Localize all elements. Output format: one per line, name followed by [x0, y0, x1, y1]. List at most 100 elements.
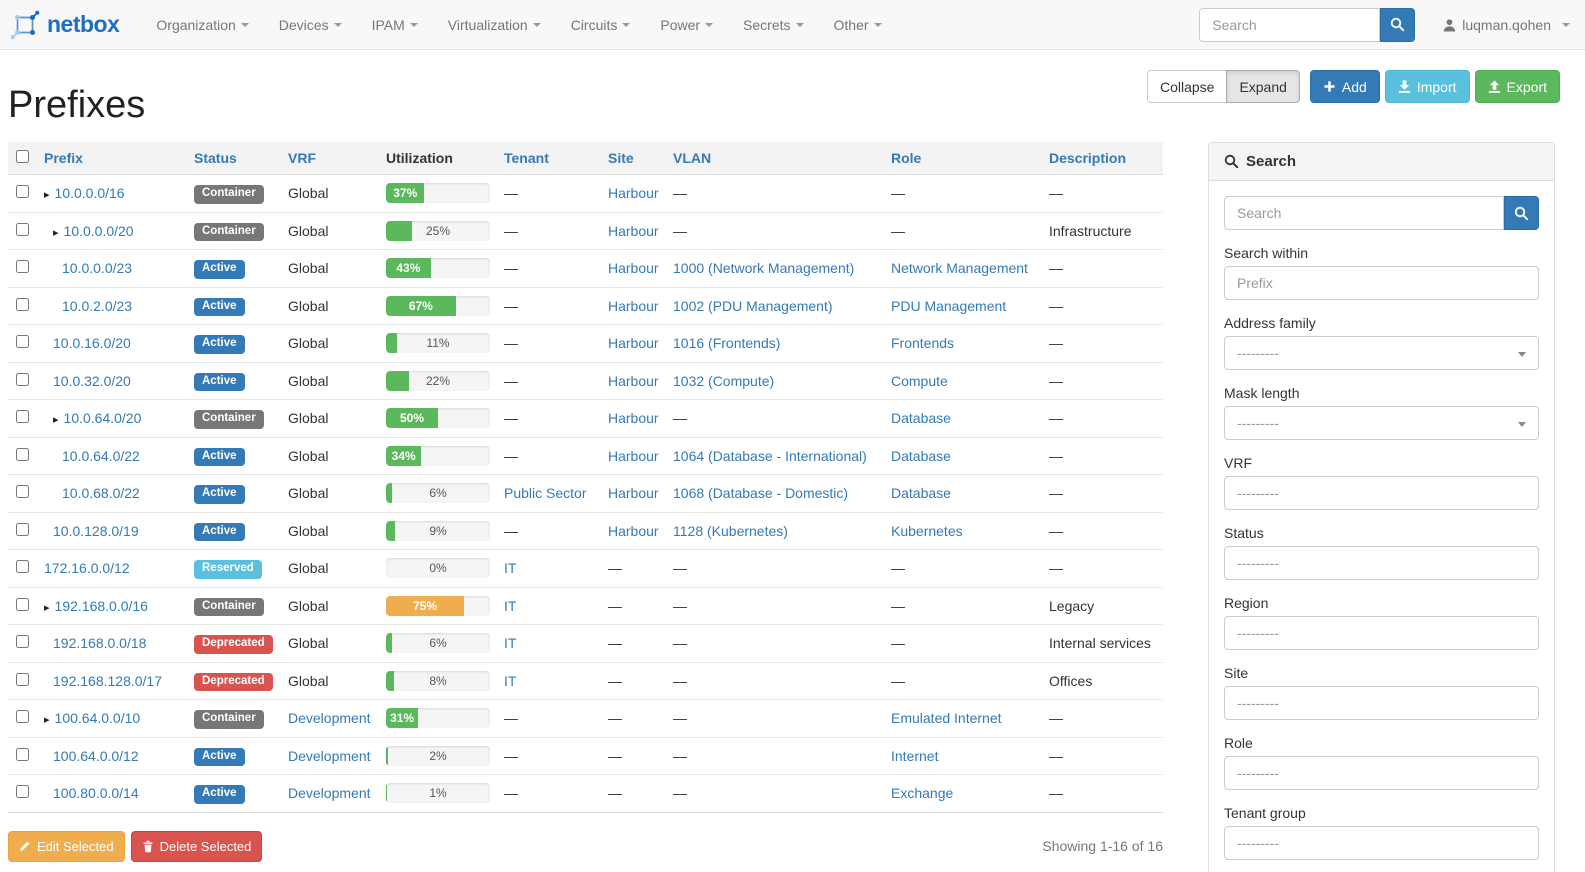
row-checkbox[interactable]	[16, 710, 29, 724]
row-checkbox[interactable]	[16, 560, 29, 574]
site-link[interactable]: Harbour	[608, 222, 659, 239]
role-link[interactable]: Exchange	[891, 785, 954, 802]
nav-item-other[interactable]: Other	[819, 0, 897, 50]
column-sort-link[interactable]: Prefix	[44, 150, 83, 166]
prefix-link[interactable]: 192.168.0.0/18	[53, 635, 147, 652]
site-link[interactable]: Harbour	[608, 260, 659, 277]
row-checkbox[interactable]	[16, 485, 29, 499]
row-checkbox[interactable]	[16, 672, 29, 686]
vrf-link[interactable]: Development	[288, 710, 371, 727]
import-button[interactable]: Import	[1384, 70, 1470, 103]
row-checkbox[interactable]	[16, 597, 29, 611]
column-sort-link[interactable]: VLAN	[673, 150, 712, 166]
column-header-vlan[interactable]: VLAN	[665, 142, 883, 175]
row-checkbox[interactable]	[16, 785, 29, 799]
filter-select-tenant-group[interactable]: ---------	[1224, 826, 1539, 860]
prefix-link[interactable]: 10.0.128.0/19	[53, 522, 139, 539]
prefix-link[interactable]: 10.0.0.0/20	[63, 222, 134, 239]
filter-input-search-within[interactable]	[1224, 266, 1539, 300]
export-button[interactable]: Export	[1474, 70, 1560, 103]
vrf-link[interactable]: Development	[288, 747, 371, 764]
prefix-link[interactable]: 192.168.128.0/17	[53, 672, 162, 689]
nav-item-power[interactable]: Power	[645, 0, 728, 50]
role-link[interactable]: Network Management	[891, 260, 1028, 277]
tenant-link[interactable]: IT	[504, 635, 517, 652]
row-checkbox[interactable]	[16, 635, 29, 649]
site-link[interactable]: Harbour	[608, 410, 659, 427]
nav-item-secrets[interactable]: Secrets	[728, 0, 818, 50]
tenant-link[interactable]: IT	[504, 672, 517, 689]
column-header-description[interactable]: Description	[1041, 142, 1163, 175]
nav-item-virtualization[interactable]: Virtualization	[433, 0, 556, 50]
vlan-link[interactable]: 1068 (Database - Domestic)	[673, 485, 849, 502]
role-link[interactable]: Frontends	[891, 335, 955, 352]
filter-select-role[interactable]: ---------	[1224, 756, 1539, 790]
vlan-link[interactable]: 1032 (Compute)	[673, 372, 775, 389]
tenant-link[interactable]: IT	[504, 560, 517, 577]
prefix-link[interactable]: 100.64.0.0/12	[53, 747, 139, 764]
column-header-role[interactable]: Role	[883, 142, 1041, 175]
role-link[interactable]: Emulated Internet	[891, 710, 1002, 727]
tenant-link[interactable]: Public Sector	[504, 485, 587, 502]
column-header-tenant[interactable]: Tenant	[496, 142, 600, 175]
row-checkbox[interactable]	[16, 522, 29, 536]
site-link[interactable]: Harbour	[608, 522, 659, 539]
vlan-link[interactable]: 1128 (Kubernetes)	[673, 522, 788, 539]
row-checkbox[interactable]	[16, 260, 29, 274]
column-sort-link[interactable]: VRF	[288, 150, 316, 166]
vlan-link[interactable]: 1002 (PDU Management)	[673, 297, 833, 314]
row-checkbox[interactable]	[16, 747, 29, 761]
column-header-status[interactable]: Status	[186, 142, 280, 175]
row-checkbox[interactable]	[16, 335, 29, 349]
global-search-input[interactable]	[1199, 7, 1381, 42]
role-link[interactable]: Database	[891, 485, 951, 502]
tenant-link[interactable]: IT	[504, 597, 517, 614]
row-checkbox[interactable]	[16, 447, 29, 461]
vlan-link[interactable]: 1064 (Database - International)	[673, 447, 867, 464]
site-link[interactable]: Harbour	[608, 185, 659, 202]
prefix-link[interactable]: 10.0.16.0/20	[53, 335, 131, 352]
nav-item-organization[interactable]: Organization	[141, 0, 263, 50]
row-checkbox[interactable]	[16, 410, 29, 424]
site-link[interactable]: Harbour	[608, 335, 659, 352]
row-checkbox[interactable]	[16, 297, 29, 311]
site-link[interactable]: Harbour	[608, 447, 659, 464]
column-header-prefix[interactable]: Prefix	[36, 142, 186, 175]
vlan-link[interactable]: 1000 (Network Management)	[673, 260, 855, 277]
row-checkbox[interactable]	[16, 185, 29, 199]
column-sort-link[interactable]: Description	[1049, 150, 1127, 166]
prefix-link[interactable]: 10.0.0.0/16	[54, 185, 125, 202]
select-all-checkbox[interactable]	[16, 150, 29, 163]
filter-select-mask-length[interactable]: ---------	[1224, 406, 1539, 440]
prefix-link[interactable]: 10.0.64.0/22	[62, 447, 140, 464]
user-menu[interactable]: luqman.qohen	[1443, 17, 1570, 33]
column-sort-link[interactable]: Tenant	[504, 150, 549, 166]
add-button[interactable]: Add	[1309, 70, 1380, 103]
filter-search-button[interactable]	[1504, 196, 1539, 230]
role-link[interactable]: Database	[891, 447, 951, 464]
prefix-link[interactable]: 172.16.0.0/12	[44, 560, 130, 577]
prefix-link[interactable]: 10.0.2.0/23	[62, 297, 133, 314]
site-link[interactable]: Harbour	[608, 372, 659, 389]
edit-selected-button[interactable]: Edit Selected	[8, 830, 125, 862]
prefix-link[interactable]: 100.64.0.0/10	[54, 710, 141, 727]
global-search-button[interactable]	[1380, 7, 1416, 42]
nav-item-ipam[interactable]: IPAM	[357, 0, 433, 50]
column-header-vrf[interactable]: VRF	[280, 142, 378, 175]
netbox-brand[interactable]: netbox	[10, 10, 120, 40]
nav-item-circuits[interactable]: Circuits	[556, 0, 646, 50]
column-sort-link[interactable]: Role	[891, 150, 922, 166]
filter-select-region[interactable]: ---------	[1224, 616, 1539, 650]
column-sort-link[interactable]: Site	[608, 150, 634, 166]
prefix-link[interactable]: 10.0.0.0/23	[62, 260, 133, 277]
site-link[interactable]: Harbour	[608, 297, 659, 314]
filter-select-vrf[interactable]: ---------	[1224, 476, 1539, 510]
role-link[interactable]: PDU Management	[891, 297, 1007, 314]
filter-select-site[interactable]: ---------	[1224, 686, 1539, 720]
filter-search-input[interactable]	[1224, 196, 1504, 230]
column-header-site[interactable]: Site	[600, 142, 665, 175]
role-link[interactable]: Database	[891, 410, 951, 427]
prefix-link[interactable]: 100.80.0.0/14	[53, 785, 139, 802]
prefix-link[interactable]: 10.0.64.0/20	[63, 410, 142, 427]
nav-item-devices[interactable]: Devices	[264, 0, 357, 50]
